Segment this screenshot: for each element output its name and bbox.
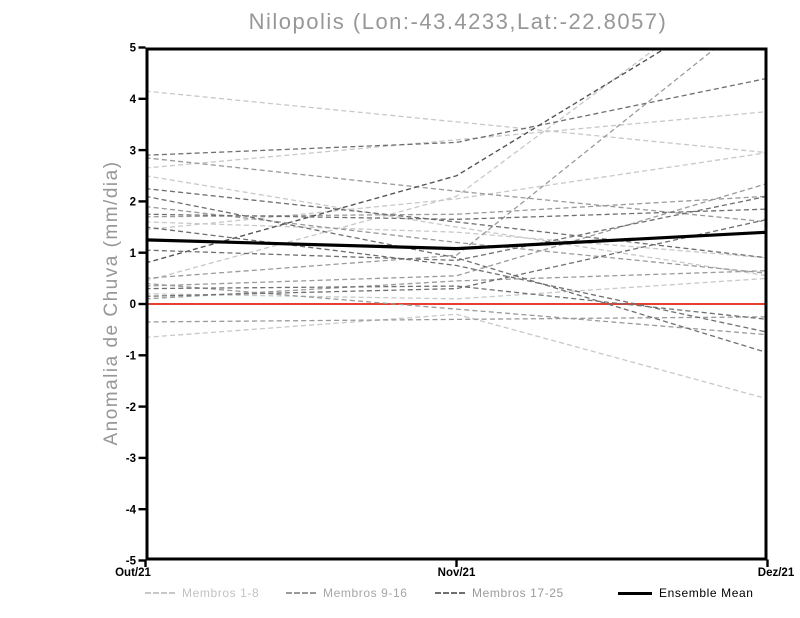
chart-legend: Membros 1-8 Membros 9-16 Membros 17-25 Ense… <box>0 584 800 608</box>
ensemble-member-line <box>145 221 768 259</box>
ensemble-member-line <box>145 208 768 221</box>
ensemble-member-line <box>145 175 768 277</box>
legend-label: Membros 9-16 <box>323 586 408 600</box>
y-tick-label: 2 <box>130 197 136 209</box>
ensemble-member-line <box>145 270 768 300</box>
legend-item: Membros 1-8 <box>145 584 259 602</box>
y-tick-label: -5 <box>126 556 137 568</box>
x-tick-label: Dez/21 <box>758 567 795 579</box>
ensemble-member-line <box>145 195 768 354</box>
ensemble-member-line <box>145 152 768 231</box>
dashed-line-sample-icon <box>145 592 175 594</box>
legend-item: Membros 17-25 <box>435 584 564 602</box>
legend-label: Ensemble Mean <box>659 586 754 600</box>
dashed-line-sample-icon <box>286 592 316 594</box>
legend-label: Membros 17-25 <box>472 586 564 600</box>
y-tick-label: 3 <box>130 145 136 157</box>
y-tick-label: 1 <box>130 248 137 260</box>
ensemble-member-line <box>145 316 768 323</box>
ensemble-member-line <box>145 47 668 264</box>
ensemble-mean-line <box>145 230 768 251</box>
y-tick-label: 0 <box>130 299 136 311</box>
solid-line-sample-icon <box>618 591 652 595</box>
ensemble-member-line <box>145 313 768 400</box>
y-tick-label: -2 <box>126 402 136 414</box>
x-tick-label: Out/21 <box>115 567 151 579</box>
ensemble-member-line <box>145 157 768 223</box>
ensemble-member-line <box>145 226 768 333</box>
ensemble-member-line <box>145 277 768 300</box>
ensemble-member-line <box>145 90 768 154</box>
y-tick-label: 5 <box>130 43 137 55</box>
ensemble-member-line <box>145 187 768 259</box>
y-tick-label: -3 <box>126 453 136 465</box>
ensemble-member-line <box>145 195 768 218</box>
plot-border <box>145 47 768 561</box>
dashed-line-sample-icon <box>435 592 465 594</box>
y-tick-label: -1 <box>126 351 137 363</box>
ensemble-member-line <box>145 285 768 321</box>
ensemble-member-line <box>145 205 768 274</box>
x-tick-label: Nov/21 <box>438 567 476 579</box>
ensemble-member-line <box>145 47 718 279</box>
ensemble-member-line <box>145 110 768 169</box>
legend-item: Membros 9-16 <box>286 584 408 602</box>
legend-label: Membros 1-8 <box>182 586 260 600</box>
chart-title: Nilopolis (Lon:-43.4233,Lat:-22.8057) <box>248 9 668 34</box>
y-tick-label: 4 <box>130 94 137 106</box>
ensemble-member-line <box>145 182 768 287</box>
ensemble-member-line <box>145 47 659 282</box>
ensemble-member-line <box>145 77 768 156</box>
ensemble-member-line <box>145 282 768 336</box>
legend-item: Ensemble Mean <box>618 584 754 602</box>
y-tick-label: -4 <box>126 504 137 516</box>
